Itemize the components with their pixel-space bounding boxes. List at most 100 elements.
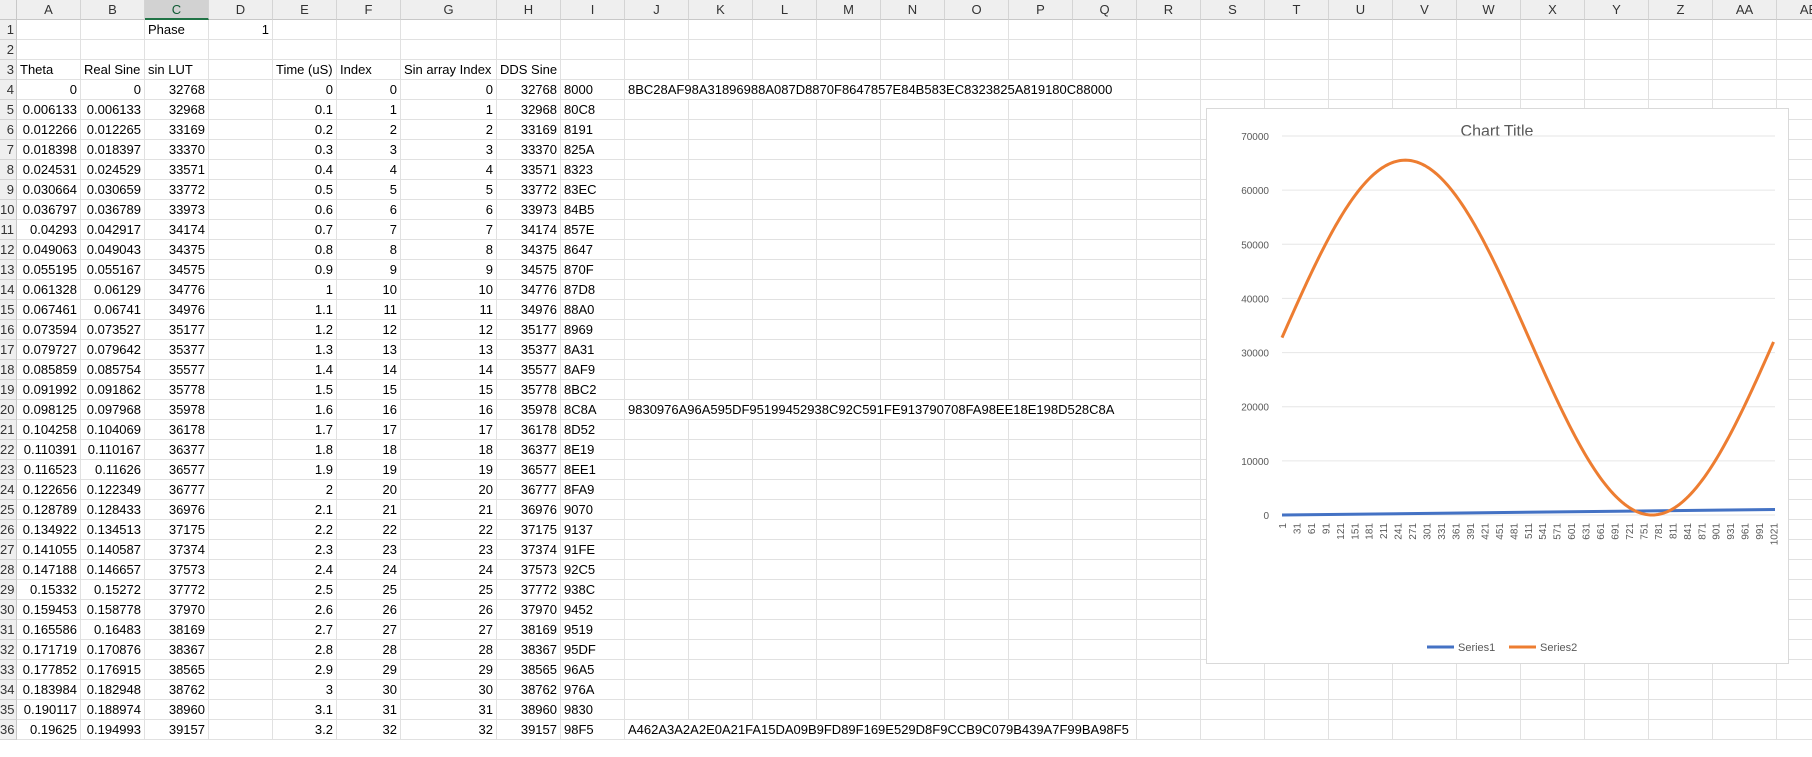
cell-index[interactable]: 23 [337,540,401,560]
cell-real-sine[interactable]: 0.188974 [81,700,145,720]
cell-dds-hex[interactable]: 9519 [561,620,625,640]
cell[interactable] [209,220,273,240]
cell[interactable] [945,20,1009,40]
cell[interactable] [209,700,273,720]
cell-dds-hex[interactable]: 87D8 [561,280,625,300]
cell-theta[interactable]: 0.085859 [17,360,81,380]
cell[interactable] [817,120,881,140]
cell[interactable] [1777,700,1812,720]
cell[interactable] [1585,80,1649,100]
cell[interactable] [817,260,881,280]
cell[interactable] [689,360,753,380]
cell[interactable] [209,640,273,660]
cell[interactable] [753,60,817,80]
cell[interactable] [1777,380,1812,400]
cell[interactable] [1073,160,1137,180]
cell[interactable] [1457,720,1521,740]
cell[interactable] [1777,220,1812,240]
cell[interactable] [1073,580,1137,600]
cell[interactable] [1713,20,1777,40]
cell[interactable] [1649,80,1713,100]
cell[interactable] [817,680,881,700]
header-sin-array-index[interactable]: Sin array Index [401,60,497,80]
cell[interactable] [1713,720,1777,740]
cell[interactable] [401,20,497,40]
row-header-2[interactable]: 2 [0,40,17,60]
cell-dds-hex[interactable]: 88A0 [561,300,625,320]
cell[interactable] [1265,80,1329,100]
cell[interactable] [497,20,561,40]
cell-sin-lut[interactable]: 36178 [145,420,209,440]
cell[interactable] [625,280,689,300]
cell-time[interactable]: 0.5 [273,180,337,200]
cell-theta[interactable]: 0.091992 [17,380,81,400]
cell-theta[interactable]: 0.079727 [17,340,81,360]
cell[interactable] [209,660,273,680]
cell-sin-array-index[interactable]: 7 [401,220,497,240]
cell[interactable] [945,360,1009,380]
cell-time[interactable]: 3 [273,680,337,700]
cell-dds-sine[interactable]: 33772 [497,180,561,200]
cell-index[interactable]: 14 [337,360,401,380]
cell[interactable] [81,40,145,60]
cell-dds-hex[interactable]: 80C8 [561,100,625,120]
cell-real-sine[interactable]: 0.012265 [81,120,145,140]
cell[interactable] [1137,720,1201,740]
cell[interactable] [1777,520,1812,540]
cell[interactable] [689,280,753,300]
cell[interactable] [1585,660,1649,680]
cell[interactable] [817,520,881,540]
cell-dds-hex[interactable]: 9137 [561,520,625,540]
cell[interactable] [1073,520,1137,540]
header-dds-sine[interactable]: DDS Sine [497,60,561,80]
cell[interactable] [817,140,881,160]
cell-sin-lut[interactable]: 34174 [145,220,209,240]
cell[interactable] [625,700,689,720]
cell[interactable] [1777,720,1812,740]
cell[interactable] [1009,700,1073,720]
column-header-g[interactable]: G [401,0,497,20]
cell-sin-array-index[interactable]: 11 [401,300,497,320]
cell[interactable] [945,500,1009,520]
cell[interactable] [561,20,625,40]
cell[interactable] [817,420,881,440]
cell[interactable] [689,120,753,140]
cell[interactable] [881,560,945,580]
cell[interactable] [1009,40,1073,60]
cell-dds-hex[interactable]: 8323 [561,160,625,180]
cell-time[interactable]: 1 [273,280,337,300]
cell-dds-hex[interactable]: 9452 [561,600,625,620]
cell[interactable] [1777,480,1812,500]
cell[interactable] [1329,40,1393,60]
cell-time[interactable]: 1.9 [273,460,337,480]
cell[interactable] [1073,620,1137,640]
cell-dds-sine[interactable]: 34375 [497,240,561,260]
cell[interactable] [1073,600,1137,620]
cell[interactable] [1009,540,1073,560]
cell[interactable] [1201,700,1265,720]
cell[interactable] [625,320,689,340]
cell-sin-lut[interactable]: 37374 [145,540,209,560]
cell-index[interactable]: 21 [337,500,401,520]
cell[interactable] [625,560,689,580]
cell[interactable] [1009,320,1073,340]
cell[interactable] [1073,440,1137,460]
cell[interactable] [817,240,881,260]
cell[interactable] [945,120,1009,140]
cell-real-sine[interactable]: 0.11626 [81,460,145,480]
cell[interactable] [753,500,817,520]
cell-dds-sine[interactable]: 38169 [497,620,561,640]
cell[interactable] [625,520,689,540]
row-header-21[interactable]: 21 [0,420,17,440]
column-header-a[interactable]: A [17,0,81,20]
column-header-k[interactable]: K [689,0,753,20]
cell-dds-hex[interactable]: 91FE [561,540,625,560]
cell[interactable] [881,640,945,660]
cell[interactable] [1585,60,1649,80]
row-header-7[interactable]: 7 [0,140,17,160]
cell-sin-lut[interactable]: 33571 [145,160,209,180]
cell[interactable] [945,60,1009,80]
cell[interactable] [1073,460,1137,480]
cell[interactable] [945,340,1009,360]
cell[interactable] [497,40,561,60]
